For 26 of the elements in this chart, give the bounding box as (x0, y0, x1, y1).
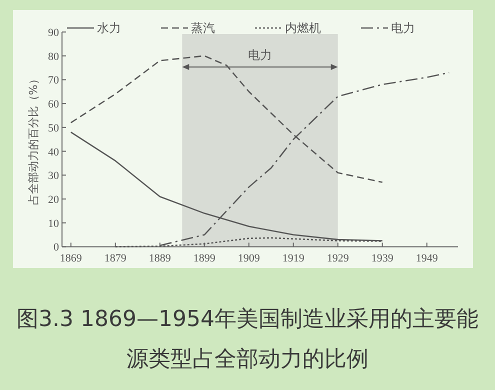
band-label: 电力 (248, 48, 272, 62)
y-tick-label: 50 (48, 122, 60, 134)
x-tick-label: 1899 (193, 252, 216, 265)
x-tick-label: 1889 (148, 252, 172, 265)
x-tick-label: 1919 (282, 252, 305, 265)
y-tick-label: 20 (48, 194, 60, 206)
y-tick-label: 30 (48, 170, 60, 182)
legend-label: 内燃机 (285, 21, 321, 35)
legend-label: 电力 (391, 21, 415, 35)
legend-label: 水力 (97, 21, 121, 35)
caption: 图3.3 1869—1954年美国制造业采用的主要能源类型占全部动力的比例 (16, 306, 480, 374)
x-tick-label: 1949 (416, 252, 438, 265)
x-tick-label: 1929 (326, 252, 350, 265)
legend-label: 蒸汽 (191, 21, 215, 35)
y-tick-label: 80 (48, 50, 60, 63)
y-axis-title: 占全部动力的百分比（%） (27, 74, 40, 206)
y-tick-label: 40 (48, 146, 60, 158)
x-tick-label: 1869 (60, 252, 82, 265)
x-tick-label: 1909 (238, 252, 260, 265)
y-tick-label: 10 (48, 218, 60, 230)
x-tick-label: 1879 (104, 252, 127, 265)
y-tick-label: 70 (48, 74, 60, 87)
y-tick-label: 60 (48, 98, 60, 111)
x-tick-label: 1939 (371, 252, 394, 265)
y-tick-label: 90 (48, 27, 60, 39)
y-tick-label: 0 (54, 242, 60, 254)
